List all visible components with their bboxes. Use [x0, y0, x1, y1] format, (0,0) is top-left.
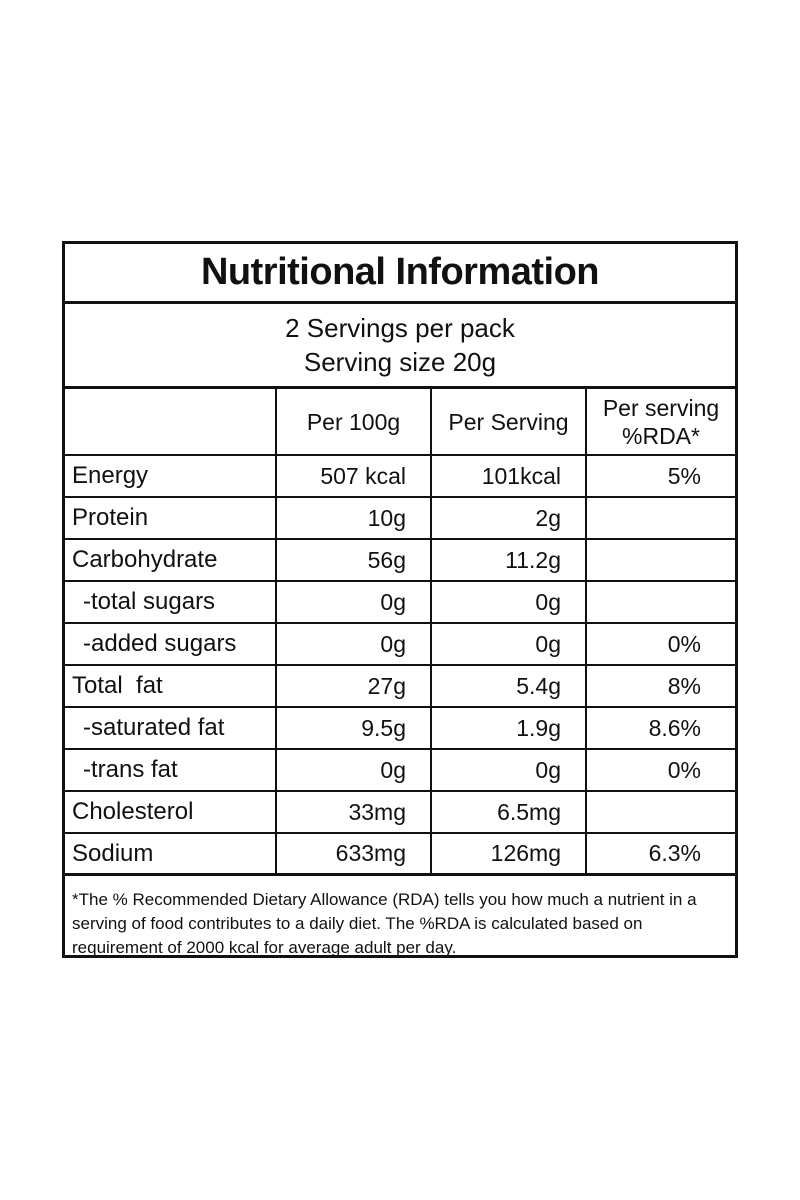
servings-info: 2 Servings per pack Serving size 20g	[65, 304, 735, 389]
header-per-serving: Per Serving	[432, 389, 587, 456]
per-serving-value: 6.5mg	[432, 792, 587, 834]
nutrient-name: -trans fat	[65, 750, 277, 792]
rda-value	[587, 540, 735, 582]
rda-value: 8.6%	[587, 708, 735, 750]
servings-per-pack: 2 Servings per pack	[285, 313, 515, 343]
nutrient-name: -total sugars	[65, 582, 277, 624]
header-rda-line2: %RDA*	[622, 422, 700, 449]
rda-value: 5%	[587, 456, 735, 498]
per-serving-value: 0g	[432, 624, 587, 666]
per-serving-value: 2g	[432, 498, 587, 540]
per-serving-value: 0g	[432, 582, 587, 624]
per-serving-value: 1.9g	[432, 708, 587, 750]
per-100g-value: 9.5g	[277, 708, 432, 750]
rda-value	[587, 792, 735, 834]
header-rda: Per serving %RDA*	[587, 389, 735, 456]
header-per-100g: Per 100g	[277, 389, 432, 456]
per-serving-value: 126mg	[432, 834, 587, 876]
nutrient-name: Sodium	[65, 834, 277, 876]
label-title: Nutritional Information	[65, 244, 735, 304]
nutrient-name: Energy	[65, 456, 277, 498]
header-blank	[65, 389, 277, 456]
nutrient-name: Total fat	[65, 666, 277, 708]
nutrient-name: Carbohydrate	[65, 540, 277, 582]
nutrient-name: Cholesterol	[65, 792, 277, 834]
rda-value: 0%	[587, 750, 735, 792]
per-serving-value: 11.2g	[432, 540, 587, 582]
per-100g-value: 56g	[277, 540, 432, 582]
serving-size: Serving size 20g	[303, 347, 497, 377]
nutrient-name: -saturated fat	[65, 708, 277, 750]
rda-value	[587, 498, 735, 540]
per-100g-value: 0g	[277, 624, 432, 666]
rda-value: 8%	[587, 666, 735, 708]
per-100g-value: 10g	[277, 498, 432, 540]
per-100g-value: 633mg	[277, 834, 432, 876]
header-rda-line1: Per serving	[602, 394, 720, 421]
rda-footnote: *The % Recommended Dietary Allowance (RD…	[72, 890, 697, 957]
rda-value: 6.3%	[587, 834, 735, 876]
nutrient-name: Protein	[65, 498, 277, 540]
per-serving-value: 0g	[432, 750, 587, 792]
per-100g-value: 0g	[277, 582, 432, 624]
per-100g-value: 27g	[277, 666, 432, 708]
per-serving-value: 5.4g	[432, 666, 587, 708]
per-100g-value: 33mg	[277, 792, 432, 834]
nutrition-table: Per 100g Per Serving Per serving %RDA* E…	[65, 389, 735, 876]
rda-value: 0%	[587, 624, 735, 666]
nutrition-label: Nutritional Information 2 Servings per p…	[62, 241, 738, 958]
rda-value	[587, 582, 735, 624]
per-serving-value: 101kcal	[432, 456, 587, 498]
nutrient-name: -added sugars	[65, 624, 277, 666]
per-100g-value: 507 kcal	[277, 456, 432, 498]
per-100g-value: 0g	[277, 750, 432, 792]
